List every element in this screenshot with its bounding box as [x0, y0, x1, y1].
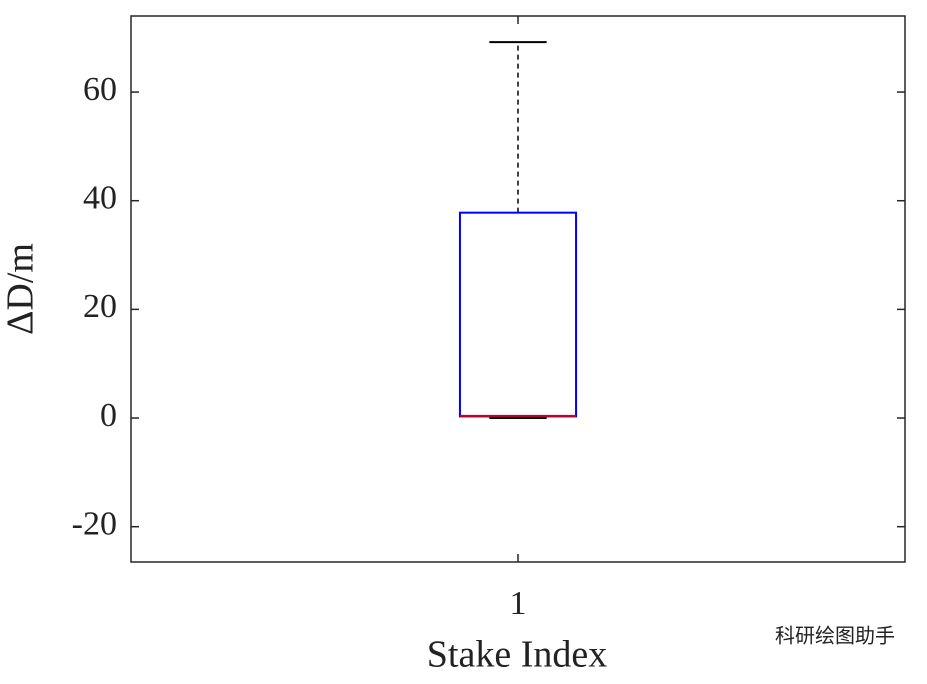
y-tick-label: 20 — [83, 288, 117, 325]
x-tick-label: 1 — [510, 585, 527, 622]
y-tick-label: 40 — [83, 180, 117, 217]
axes-frame — [130, 15, 906, 563]
y-tick-label: -20 — [72, 505, 117, 542]
y-tick-label: 0 — [100, 397, 117, 434]
y-axis-label: ΔD/m — [0, 243, 42, 335]
x-axis-label: Stake Index — [427, 634, 607, 676]
watermark: 科研绘图助手 — [775, 624, 895, 648]
y-tick-label: 60 — [83, 71, 117, 108]
